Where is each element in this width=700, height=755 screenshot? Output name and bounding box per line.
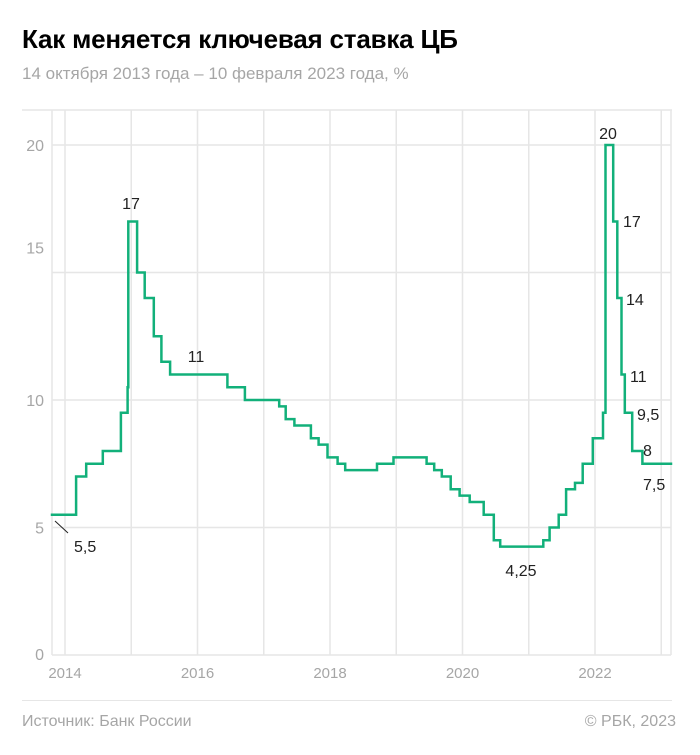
value-annotation: 9,5 (637, 407, 659, 424)
copyright-note: © РБК, 2023 (584, 713, 676, 730)
y-tick-label: 15 (26, 241, 44, 258)
y-tick-label: 10 (26, 393, 44, 410)
chart-title: Как меняется ключевая ставка ЦБ (22, 24, 458, 54)
footer-divider (22, 700, 672, 701)
x-axis: 2014 2016 2018 2020 2022 (48, 665, 611, 682)
y-tick-label: 5 (35, 521, 44, 538)
value-annotation: 5,5 (74, 539, 96, 556)
value-annotation: 4,25 (505, 563, 536, 580)
y-tick-label: 0 (35, 647, 44, 664)
value-annotation: 17 (122, 196, 140, 213)
value-annotation: 14 (626, 292, 644, 309)
x-tick-label: 2016 (181, 665, 214, 682)
x-tick-label: 2014 (48, 665, 81, 682)
value-annotation: 8 (643, 443, 652, 460)
y-tick-label: 20 (26, 138, 44, 155)
source-note: Источник: Банк России (22, 713, 192, 730)
value-annotation: 11 (188, 349, 205, 366)
value-annotation: 11 (630, 369, 647, 386)
value-annotations: 5,5 17 11 4,25 20 17 14 11 9,5 8 7,5 (54, 126, 665, 580)
x-tick-label: 2020 (446, 665, 479, 682)
chart-grid (22, 109, 672, 656)
value-annotation: 20 (599, 126, 617, 143)
x-tick-label: 2018 (313, 665, 346, 682)
key-rate-step-line (50, 143, 673, 548)
key-rate-line (50, 143, 673, 548)
value-annotation: 17 (623, 214, 641, 231)
value-annotation: 7,5 (643, 477, 665, 494)
chart-subtitle: 14 октября 2013 года – 10 февраля 2023 г… (22, 64, 409, 83)
y-axis: 0 5 10 15 20 (26, 138, 44, 664)
x-tick-label: 2022 (578, 665, 611, 682)
annotation-leader-line (54, 520, 69, 534)
